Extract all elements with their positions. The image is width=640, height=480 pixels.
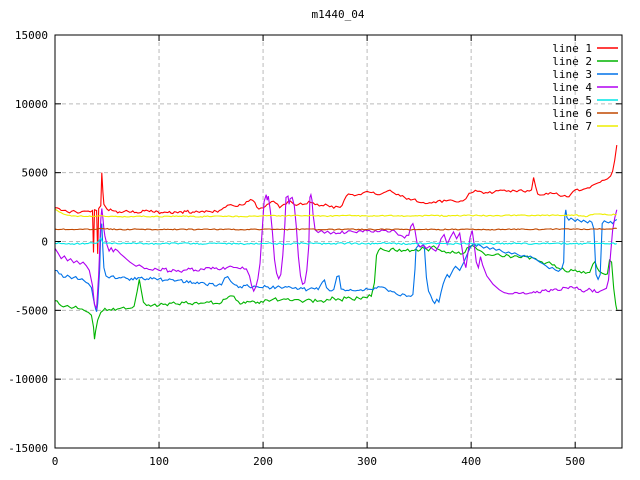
chart-title: m1440_04 [312, 8, 365, 21]
series-line-4 [54, 192, 618, 311]
legend-entry: line 3 [552, 68, 618, 81]
y-tick-label: 15000 [15, 29, 48, 42]
legend-entry: line 1 [552, 42, 618, 55]
x-tick-label: 300 [357, 455, 377, 468]
legend-entry: line 6 [552, 107, 618, 120]
series-line-5 [54, 236, 617, 246]
series-line-7 [54, 208, 617, 218]
y-tick-label: 5000 [22, 167, 49, 180]
legend-label: line 1 [552, 42, 592, 55]
grid-layer [55, 35, 622, 448]
legend-entry: line 4 [552, 81, 618, 94]
y-tick-label: -5000 [15, 304, 48, 317]
x-tick-label: 500 [565, 455, 585, 468]
legend-label: line 5 [552, 94, 592, 107]
legend: line 1 line 2 line 3 line 4 line 5 line … [552, 42, 618, 133]
legend-label: line 7 [552, 120, 592, 133]
x-tick-label: 0 [52, 455, 59, 468]
series-line-6 [54, 227, 617, 231]
y-tick-label: 10000 [15, 98, 48, 111]
legend-label: line 4 [552, 81, 592, 94]
series-line-2 [54, 244, 618, 340]
legend-label: line 6 [552, 107, 592, 120]
x-tick-label: 100 [149, 455, 169, 468]
series-layer [54, 145, 618, 340]
axis-layer: 0 100 200 300 400 500 -15000 -10000 -5000 0 5000 10… [8, 29, 623, 468]
series-line-1 [55, 145, 618, 254]
legend-entry: line 5 [552, 94, 618, 107]
x-tick-label: 200 [253, 455, 273, 468]
series-line-3 [54, 209, 618, 312]
y-tick-label: -10000 [8, 373, 48, 386]
y-tick-label: -15000 [8, 442, 48, 455]
legend-label: line 3 [552, 68, 592, 81]
legend-label: line 2 [552, 55, 592, 68]
x-tick-label: 400 [461, 455, 481, 468]
y-tick-label: 0 [41, 236, 48, 249]
legend-entry: line 2 [552, 55, 618, 68]
legend-entry: line 7 [552, 120, 618, 133]
